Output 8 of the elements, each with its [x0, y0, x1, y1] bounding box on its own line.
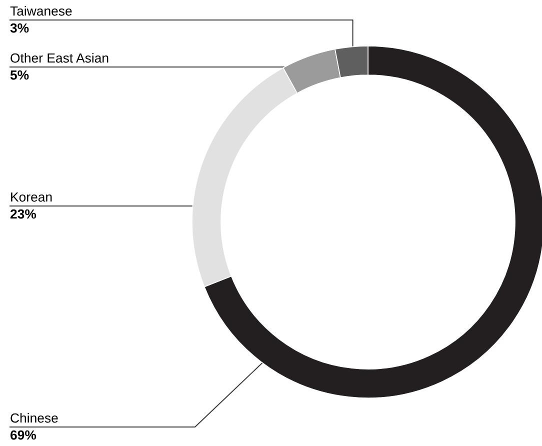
slice-label: Korean	[11, 192, 52, 202]
data-label: 69%	[10, 430, 36, 440]
data-label: 5%	[10, 70, 29, 80]
slice-label: Taiwanese	[10, 6, 72, 16]
slice-label: Chinese	[10, 413, 58, 423]
slice-label: Other East Asian	[10, 53, 108, 63]
data-label: 3%	[10, 23, 29, 33]
data-label: 23%	[10, 209, 36, 219]
